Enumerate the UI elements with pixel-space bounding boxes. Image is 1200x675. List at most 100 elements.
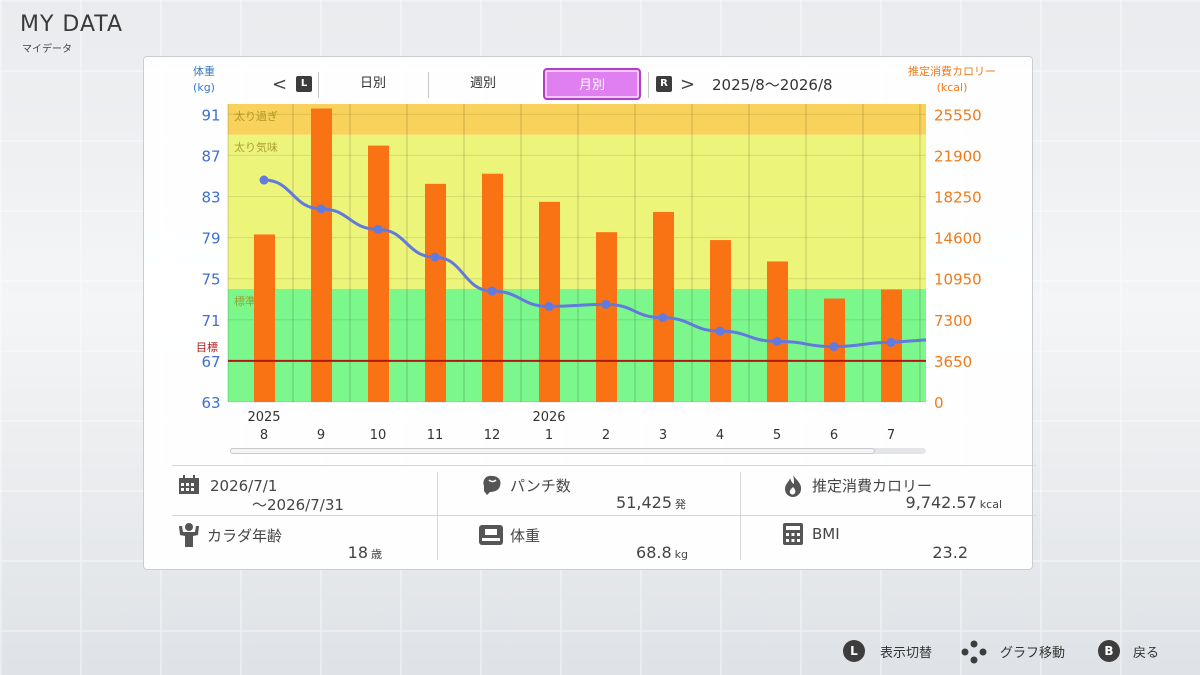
punch-label: パンチ数	[510, 477, 571, 495]
calorie-bar	[425, 183, 446, 402]
calorie-bar	[710, 240, 731, 402]
right-tick-label: 21900	[934, 147, 982, 165]
year-label: 2026	[532, 410, 565, 425]
calendar-icon	[179, 475, 199, 494]
x-tick-label: 10	[370, 428, 387, 443]
year-label: 2025	[247, 410, 280, 425]
x-tick-label: 1	[545, 428, 553, 443]
weight-point	[259, 175, 269, 185]
stats-divider	[437, 472, 438, 560]
calorie-bar	[539, 201, 560, 402]
next-period-arrow[interactable]: >	[680, 74, 696, 95]
zone-band	[228, 104, 926, 135]
tab-weekly[interactable]: 週別	[469, 76, 496, 91]
x-tick-label: 6	[830, 428, 838, 443]
right-tick-label: 14600	[934, 230, 982, 248]
left-tick-label: 63	[201, 394, 220, 412]
scrollbar-thumb[interactable]	[230, 448, 875, 454]
x-tick-label: 8	[260, 428, 268, 443]
page-subtitle: マイデータ	[22, 44, 72, 55]
period-start: 2026/7/1	[210, 477, 278, 495]
weight-point	[658, 313, 668, 323]
calculator-icon	[783, 523, 803, 545]
l-button-icon: L	[296, 76, 312, 92]
weight-point	[487, 286, 497, 296]
body-age-number: 18	[347, 543, 368, 562]
weight-point	[373, 224, 383, 234]
left-tick-label: 91	[201, 106, 220, 124]
body-age-unit: 歳	[371, 548, 382, 561]
l-stick-button-icon: L	[843, 640, 865, 662]
r-button-icon: R	[656, 76, 672, 92]
tab-daily[interactable]: 日別	[359, 76, 386, 91]
left-axis-title-line2: (kg)	[193, 81, 215, 94]
x-tick-label: 2	[602, 428, 610, 443]
right-tick-label: 10950	[934, 271, 982, 289]
zone-label: 標準	[234, 294, 256, 308]
muscle-body-icon	[179, 523, 199, 547]
period-end: 〜2026/7/31	[252, 496, 344, 514]
left-tick-label: 79	[201, 230, 220, 248]
calorie-unit: kcal	[979, 498, 1002, 511]
calorie-value: 9,742.57 kcal	[850, 493, 1002, 512]
x-tick-label: 3	[659, 428, 667, 443]
weight-point	[772, 336, 782, 346]
weight-point	[430, 252, 440, 262]
right-axis-title-line2: (kcal)	[936, 81, 968, 94]
right-tick-label: 3650	[934, 353, 972, 371]
weight-unit: kg	[674, 548, 688, 561]
date-range: 2025/8〜2026/8	[712, 76, 833, 94]
right-axis-title-line1: 推定消費カロリー	[908, 65, 996, 78]
back-label[interactable]: 戻る	[1133, 646, 1160, 661]
calorie-value-number: 9,742.57	[905, 493, 977, 512]
calorie-bar	[368, 145, 389, 402]
zone-label: 太り気味	[234, 140, 278, 154]
calorie-bar	[767, 261, 788, 402]
stats-divider	[172, 515, 1036, 516]
flame-icon	[785, 475, 802, 497]
left-axis-title-line1: 体重	[193, 65, 215, 78]
left-tick-label: 75	[201, 271, 220, 289]
x-tick-label: 9	[317, 428, 325, 443]
right-tick-label: 25550	[934, 106, 982, 124]
weight-label: 体重	[510, 527, 541, 545]
tab-divider	[648, 72, 649, 98]
body-age-value: 18 歳	[300, 543, 382, 562]
calorie-bar	[311, 108, 332, 403]
tab-monthly[interactable]: 月別	[543, 68, 641, 100]
bmi-value: 23.2	[932, 543, 968, 562]
tab-divider	[428, 72, 429, 98]
bmi-label: BMI	[812, 525, 840, 543]
scale-icon	[479, 525, 503, 545]
weight-point	[886, 337, 896, 347]
calorie-label: 推定消費カロリー	[812, 477, 933, 495]
x-tick-label: 4	[716, 428, 724, 443]
stats-divider	[172, 465, 1036, 466]
move-graph-label[interactable]: グラフ移動	[1000, 646, 1066, 661]
boxing-glove-icon	[483, 475, 501, 495]
chart-scrollbar[interactable]	[230, 448, 926, 454]
b-button-icon: B	[1098, 640, 1120, 662]
dpad-buttons-icon	[961, 640, 987, 664]
calorie-bar	[596, 232, 617, 402]
weight-point	[829, 342, 839, 352]
left-tick-label: 67	[201, 353, 220, 371]
stats-divider	[740, 472, 741, 560]
right-tick-label: 7300	[934, 312, 972, 330]
zone-band	[228, 134, 926, 289]
zone-label: 太り過ぎ	[234, 109, 278, 123]
page-title: MY DATA	[20, 12, 124, 37]
toggle-display-label[interactable]: 表示切替	[880, 646, 933, 661]
weight-point	[316, 204, 326, 214]
right-axis-title: 推定消費カロリー (kcal)	[890, 64, 1014, 96]
prev-period-arrow[interactable]: <	[272, 74, 288, 95]
target-label: 目標	[196, 340, 218, 354]
weight-point	[715, 326, 725, 336]
weight-point	[601, 299, 611, 309]
right-tick-label: 18250	[934, 188, 982, 206]
punch-value-number: 51,425	[616, 493, 672, 512]
weight-point	[544, 301, 554, 311]
calorie-bar	[653, 211, 674, 402]
x-tick-label: 11	[427, 428, 444, 443]
